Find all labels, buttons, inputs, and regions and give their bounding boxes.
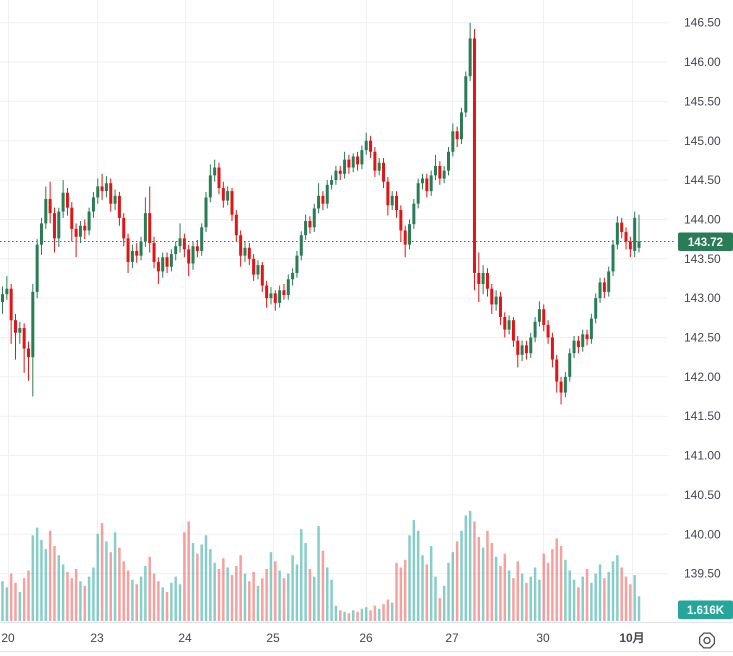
price-tick-label: 146.00 [684, 55, 721, 69]
last-volume-badge: 1.616K [678, 600, 733, 619]
last-price-badge: 143.72 [678, 232, 733, 251]
gear-icon[interactable] [698, 632, 716, 649]
time-tick-label: 30 [536, 631, 550, 645]
price-tick-label: 139.50 [684, 567, 721, 581]
price-tick-label: 144.50 [684, 173, 721, 187]
candlesticks [1, 22, 641, 405]
price-tick-label: 144.00 [684, 212, 721, 226]
time-tick-label: 23 [90, 631, 104, 645]
price-tick-label: 143.00 [684, 291, 721, 305]
price-tick-label: 143.50 [684, 252, 721, 266]
price-tick-label: 146.50 [684, 16, 721, 30]
time-tick-label: 27 [445, 631, 459, 645]
price-tick-label: 141.00 [684, 449, 721, 463]
time-tick-label: 10月 [619, 631, 644, 645]
price-axis[interactable]: 146.50 146.00 145.50 145.00 144.50 144.00 143.… [684, 16, 721, 581]
time-tick-label: 25 [266, 631, 280, 645]
volume-histogram [1, 510, 641, 621]
last-volume-label: 1.616K [687, 605, 725, 617]
time-tick-label: 24 [178, 631, 192, 645]
time-axis[interactable]: 20 23 24 25 26 27 30 10月 [1, 631, 644, 645]
price-tick-label: 140.00 [684, 527, 721, 541]
time-tick-label: 26 [359, 631, 373, 645]
price-tick-label: 142.00 [684, 370, 721, 384]
price-tick-label: 141.50 [684, 409, 721, 423]
price-tick-label: 140.50 [684, 488, 721, 502]
last-price-label: 143.72 [688, 237, 723, 249]
price-tick-label: 145.50 [684, 94, 721, 108]
horizontal-gridlines [0, 22, 668, 575]
price-tick-label: 145.00 [684, 134, 721, 148]
price-tick-label: 142.50 [684, 331, 721, 345]
time-tick-label: 20 [1, 631, 15, 645]
